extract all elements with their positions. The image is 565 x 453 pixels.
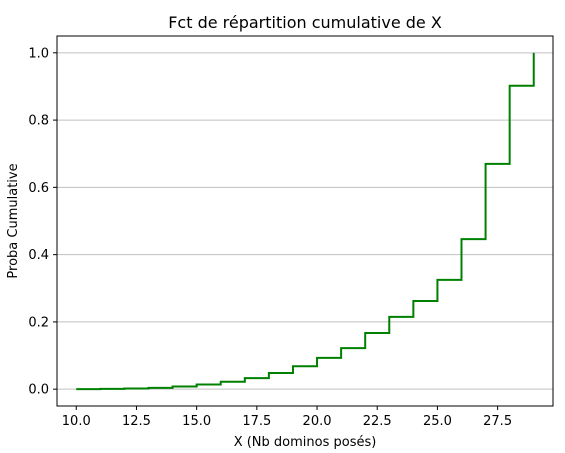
x-tick-label: 20.0 [303,414,332,429]
x-tick-label: 17.5 [242,414,271,429]
x-tick-label: 27.5 [483,414,512,429]
x-axis-label: X (Nb dominos posés) [234,435,377,450]
y-tick-label: 0.6 [28,181,49,196]
y-tick-label: 0.4 [28,248,49,263]
x-tick-label: 15.0 [182,414,211,429]
x-tick-label: 10.0 [62,414,91,429]
y-gridlines [57,52,553,390]
x-tick-label: 12.5 [122,414,151,429]
y-tick-label: 0.0 [28,383,49,398]
plot-area-frame [56,35,554,407]
chart-title: Fct de répartition cumulative de X [168,13,442,32]
x-tick-label: 22.5 [363,414,392,429]
x-axis-ticks: 10.0 12.5 15.0 17.5 20.0 22.5 25.0 27.5 [62,406,512,429]
cdf-step-line [76,52,535,391]
y-tick-label: 0.2 [28,315,49,330]
y-tick-label: 0.8 [28,114,49,129]
cdf-series [76,52,535,391]
y-axis-ticks: 0.0 0.2 0.4 0.6 0.8 1.0 [28,46,57,398]
y-tick-label: 1.0 [28,46,49,61]
x-tick-label: 25.0 [423,414,452,429]
y-axis-label: Proba Cumulative [6,163,21,278]
